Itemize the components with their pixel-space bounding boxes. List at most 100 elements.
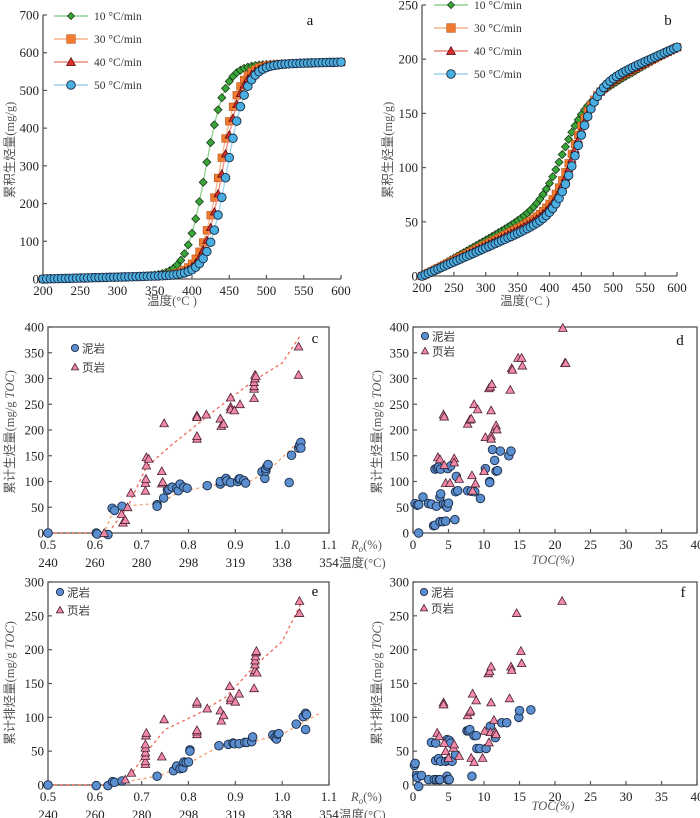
data-point — [576, 130, 587, 140]
data-point — [251, 667, 262, 677]
data-point — [440, 746, 451, 756]
data-point — [413, 499, 424, 510]
data-point — [182, 483, 192, 493]
y-tick-label: 150 — [399, 106, 419, 121]
x-tick-label: 15 — [513, 789, 526, 804]
legend-marker-circle — [66, 80, 76, 90]
data-point — [120, 515, 131, 524]
data-point — [216, 715, 227, 725]
panel-label: c — [312, 331, 319, 347]
x-axis-title: TOC(%) — [532, 799, 575, 813]
x-tick-label: 0.7 — [134, 789, 151, 804]
x-tick-label-secondary: 280 — [132, 807, 152, 818]
x-tick-label: 300 — [476, 280, 496, 295]
x-tick-label-secondary: 338 — [272, 555, 292, 570]
data-point — [43, 780, 53, 790]
panel-label: e — [312, 584, 319, 600]
data-point — [439, 411, 450, 421]
data-point — [140, 756, 151, 766]
data-point — [191, 214, 201, 224]
data-point — [91, 780, 101, 791]
data-point — [501, 717, 512, 728]
data-point — [410, 758, 420, 769]
x-tick-label: 30 — [620, 789, 633, 804]
x-tick-label: 0.8 — [180, 537, 196, 552]
legend-marker-square — [446, 23, 456, 33]
x-tick-label-secondary: 240 — [38, 555, 58, 570]
y-tick-label: 300 — [25, 371, 45, 386]
data-point — [551, 165, 561, 175]
data-point — [185, 746, 195, 756]
legend-marker-shale — [420, 346, 430, 355]
x-tick-label-secondary: 298 — [179, 807, 199, 818]
data-point — [479, 725, 490, 735]
data-point — [477, 752, 488, 762]
y-tick-label: 50 — [31, 500, 44, 515]
data-point — [475, 493, 486, 504]
series-mudstone — [43, 708, 312, 791]
y-tick-label: 350 — [25, 345, 45, 360]
data-point — [672, 42, 682, 53]
data-point — [230, 696, 241, 706]
data-point — [469, 756, 480, 766]
x-axis-title: 温度(°C ) — [500, 293, 550, 308]
y-tick-label: 0 — [403, 526, 410, 541]
data-point — [156, 751, 167, 761]
data-point — [251, 645, 262, 655]
trend-line — [48, 438, 302, 534]
data-point — [152, 771, 162, 781]
data-point — [120, 774, 131, 784]
panel-f: 0 50 100 150 200 250 300 0 5 10 15 20 25 30 35 40 TOC(%)… — [370, 575, 700, 814]
y-tick-label: 500 — [20, 83, 40, 98]
x-tick-label: 300 — [108, 283, 128, 298]
x-tick-label: 250 — [71, 283, 91, 298]
panel-label: f — [681, 585, 686, 601]
legend-marker-circle — [446, 69, 456, 79]
legend-marker-mudstone — [420, 331, 430, 341]
x-axis-title-temperature: 温度(°C) — [339, 807, 386, 818]
ro-symbol: R — [350, 790, 359, 804]
data-point — [140, 739, 151, 749]
x-tick-label: 0.6 — [87, 537, 104, 552]
data-point — [564, 134, 574, 144]
x-tick-label: 25 — [584, 537, 597, 552]
data-point — [250, 370, 261, 380]
x-axis-title-temperature: 温度(°C) — [339, 555, 386, 570]
x-tick-label-secondary: 319 — [226, 807, 246, 818]
data-point — [159, 714, 170, 724]
data-point — [179, 249, 190, 259]
x-axis-title-ro: Ro(%) — [350, 790, 382, 806]
data-point — [140, 747, 151, 757]
y-tick-label: 100 — [25, 710, 45, 725]
y-tick-label: 200 — [25, 423, 45, 438]
data-point — [220, 173, 231, 183]
data-point — [218, 710, 229, 720]
y-tick-label: 300 — [25, 575, 45, 590]
data-point — [158, 493, 169, 503]
x-tick-label: 450 — [572, 280, 592, 295]
data-point — [506, 664, 517, 674]
x-tick-label: 600 — [667, 280, 687, 295]
data-point — [557, 149, 567, 160]
y-tick-label: 50 — [405, 214, 418, 229]
data-point — [235, 399, 245, 409]
data-point — [224, 76, 234, 86]
data-point — [470, 478, 481, 488]
y-axis-title: 累积生烃量(mg/g) — [381, 102, 395, 199]
legend-marker-square — [66, 34, 76, 44]
series-diamond — [417, 42, 682, 281]
data-point — [486, 697, 497, 707]
y-tick-label: 300 — [390, 371, 410, 386]
series-shale — [99, 341, 304, 537]
data-point — [548, 172, 558, 182]
data-point — [514, 705, 525, 716]
legend-label: 10 °C/min — [94, 11, 142, 23]
y-tick-label: 400 — [25, 320, 45, 335]
data-point — [294, 595, 305, 605]
data-point — [567, 161, 577, 171]
data-point — [435, 489, 446, 499]
legend-label: 40 °C/min — [474, 46, 522, 58]
y-tick-label: 250 — [390, 608, 410, 623]
x-tick-label: 5 — [445, 789, 452, 804]
